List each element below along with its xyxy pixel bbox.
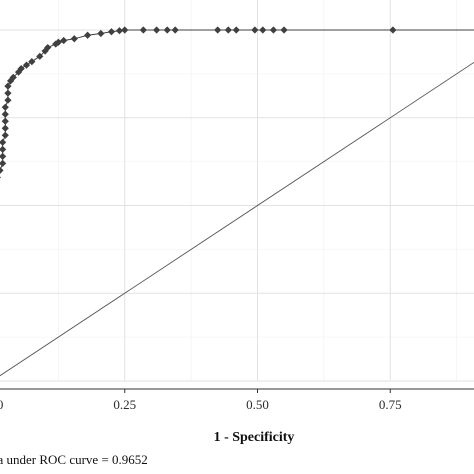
roc-point — [1, 110, 9, 118]
roc-point — [280, 26, 288, 34]
roc-point — [52, 40, 60, 48]
reference-diagonal-line — [0, 61, 474, 377]
roc-point — [97, 29, 105, 38]
roc-point — [224, 26, 232, 34]
roc-point — [269, 26, 278, 34]
roc-point — [171, 26, 179, 34]
roc-point — [41, 47, 49, 55]
roc-point — [4, 82, 12, 90]
roc-point — [60, 36, 68, 45]
grid-lines — [0, 0, 474, 382]
x-tick-label: 0.50 — [246, 397, 269, 412]
roc-point — [0, 176, 1, 179]
roc-point — [1, 103, 9, 111]
roc-point — [44, 43, 52, 52]
roc-point — [115, 27, 124, 35]
roc-point — [36, 52, 44, 60]
auc-annotation: Area under ROC curve = 0.9652 — [0, 452, 148, 467]
roc-point — [22, 61, 31, 69]
roc-point — [214, 26, 222, 34]
roc-point — [232, 26, 240, 34]
roc-point — [4, 89, 12, 97]
roc-point — [83, 31, 92, 39]
roc-point — [0, 166, 4, 174]
roc-point — [14, 68, 23, 76]
roc-point — [121, 26, 129, 34]
roc-point — [251, 26, 259, 34]
roc-point — [1, 131, 9, 139]
x-tick-label: 0.00 — [0, 397, 3, 412]
roc-point — [28, 57, 36, 66]
roc-point — [70, 35, 78, 43]
roc-point — [0, 152, 7, 160]
roc-series — [0, 26, 474, 377]
roc-point — [259, 26, 267, 34]
x-tick-label: 0.75 — [379, 397, 402, 412]
roc-point — [107, 28, 116, 36]
roc-point — [153, 26, 161, 34]
roc-point — [17, 65, 25, 73]
x-axis-title: 1 - Specificity — [214, 430, 295, 445]
x-axis-ticks: 0.00 0.25 0.50 0.75 — [0, 389, 402, 412]
x-tick-label: 0.25 — [113, 397, 136, 412]
roc-point — [0, 159, 7, 167]
roc-point — [389, 26, 397, 34]
roc-point — [9, 73, 17, 81]
roc-point — [1, 124, 9, 132]
roc-point — [4, 96, 12, 104]
roc-point — [139, 26, 147, 34]
roc-point — [0, 138, 7, 146]
roc-point — [1, 117, 9, 125]
roc-point — [163, 26, 171, 34]
roc-point — [0, 145, 7, 153]
